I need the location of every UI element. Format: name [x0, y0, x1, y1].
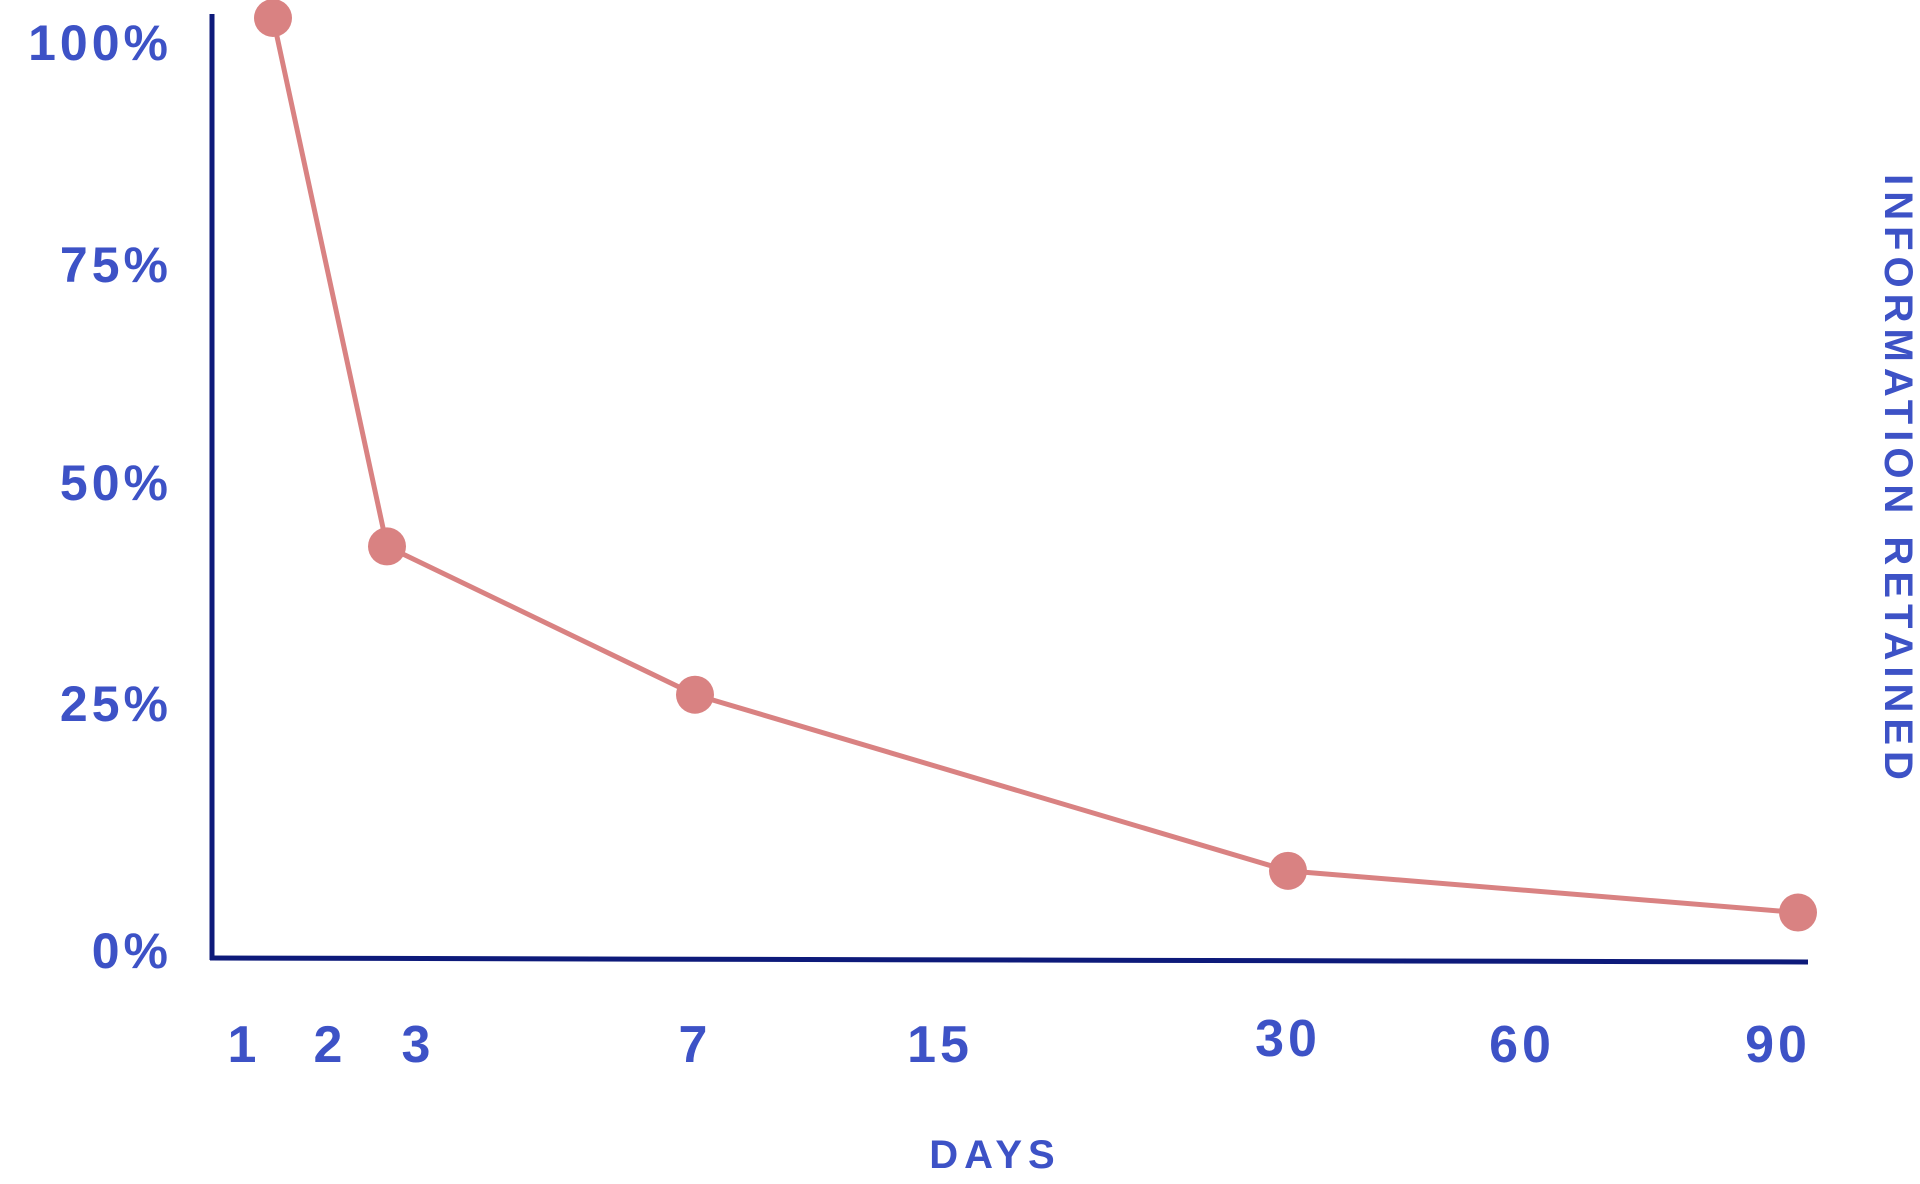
y-tick-label: 75% — [60, 237, 172, 293]
y-tick-labels: 0% 25% 50% 75% 100% — [28, 15, 172, 979]
x-tick-label: 90 — [1745, 1016, 1811, 1074]
series-line — [270, 17, 1799, 916]
x-tick-label: 30 — [1255, 1010, 1321, 1068]
y-tick-label: 25% — [60, 676, 172, 732]
y-tick-label: 50% — [60, 455, 172, 511]
data-point — [676, 675, 714, 714]
x-tick-labels: 1 2 3 7 15 30 60 90 — [228, 1010, 1811, 1074]
data-point — [368, 527, 406, 566]
x-tick-label: 2 — [314, 1016, 347, 1074]
data-point — [1269, 851, 1307, 890]
axes — [209, 14, 1809, 965]
x-tick-label: 15 — [907, 1016, 973, 1074]
x-tick-label: 7 — [679, 1016, 712, 1074]
x-tick-label: 3 — [402, 1016, 435, 1074]
y-axis-title: INFORMATION RETAINED — [1876, 174, 1920, 786]
x-axis-title: DAYS — [929, 1133, 1060, 1177]
series-retention — [254, 0, 1817, 932]
y-tick-label: 100% — [28, 15, 172, 71]
data-point — [1779, 893, 1817, 932]
x-tick-label: 60 — [1489, 1016, 1555, 1074]
x-axis-line — [209, 955, 1809, 965]
data-point — [254, 0, 292, 37]
y-tick-label: 0% — [92, 923, 172, 979]
x-tick-label: 1 — [228, 1016, 261, 1074]
